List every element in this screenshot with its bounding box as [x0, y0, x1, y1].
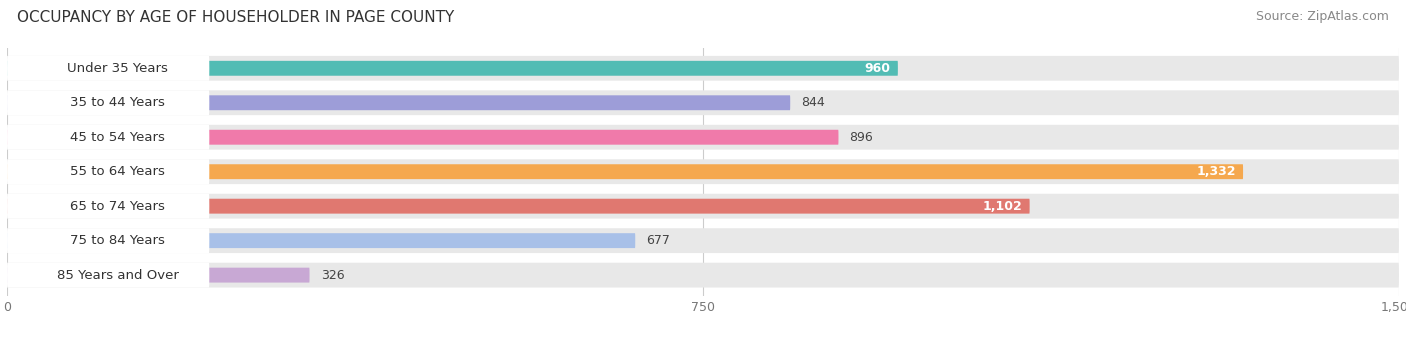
FancyBboxPatch shape — [7, 61, 898, 76]
FancyBboxPatch shape — [7, 56, 1399, 81]
FancyBboxPatch shape — [7, 125, 209, 150]
FancyBboxPatch shape — [7, 95, 790, 110]
FancyBboxPatch shape — [7, 233, 636, 248]
FancyBboxPatch shape — [7, 228, 209, 253]
FancyBboxPatch shape — [7, 56, 209, 81]
FancyBboxPatch shape — [7, 130, 838, 145]
FancyBboxPatch shape — [7, 199, 1029, 214]
Text: 326: 326 — [321, 269, 344, 282]
FancyBboxPatch shape — [7, 268, 309, 283]
Text: 896: 896 — [849, 131, 873, 144]
Text: 45 to 54 Years: 45 to 54 Years — [70, 131, 165, 144]
Text: OCCUPANCY BY AGE OF HOUSEHOLDER IN PAGE COUNTY: OCCUPANCY BY AGE OF HOUSEHOLDER IN PAGE … — [17, 10, 454, 25]
Text: 844: 844 — [801, 96, 825, 109]
FancyBboxPatch shape — [7, 263, 1399, 288]
Text: 1,332: 1,332 — [1197, 165, 1236, 178]
Text: Under 35 Years: Under 35 Years — [67, 62, 167, 75]
FancyBboxPatch shape — [7, 228, 1399, 253]
Text: 85 Years and Over: 85 Years and Over — [56, 269, 179, 282]
FancyBboxPatch shape — [7, 90, 1399, 115]
FancyBboxPatch shape — [7, 164, 1243, 179]
FancyBboxPatch shape — [7, 194, 209, 219]
Text: 1,102: 1,102 — [983, 200, 1022, 213]
FancyBboxPatch shape — [7, 159, 209, 184]
Text: 35 to 44 Years: 35 to 44 Years — [70, 96, 165, 109]
Text: 65 to 74 Years: 65 to 74 Years — [70, 200, 165, 213]
FancyBboxPatch shape — [7, 263, 209, 288]
FancyBboxPatch shape — [7, 159, 1399, 184]
Text: Source: ZipAtlas.com: Source: ZipAtlas.com — [1256, 10, 1389, 23]
FancyBboxPatch shape — [7, 90, 209, 115]
Text: 55 to 64 Years: 55 to 64 Years — [70, 165, 165, 178]
Text: 677: 677 — [647, 234, 671, 247]
Text: 960: 960 — [865, 62, 890, 75]
FancyBboxPatch shape — [7, 194, 1399, 219]
Text: 75 to 84 Years: 75 to 84 Years — [70, 234, 165, 247]
FancyBboxPatch shape — [7, 125, 1399, 150]
